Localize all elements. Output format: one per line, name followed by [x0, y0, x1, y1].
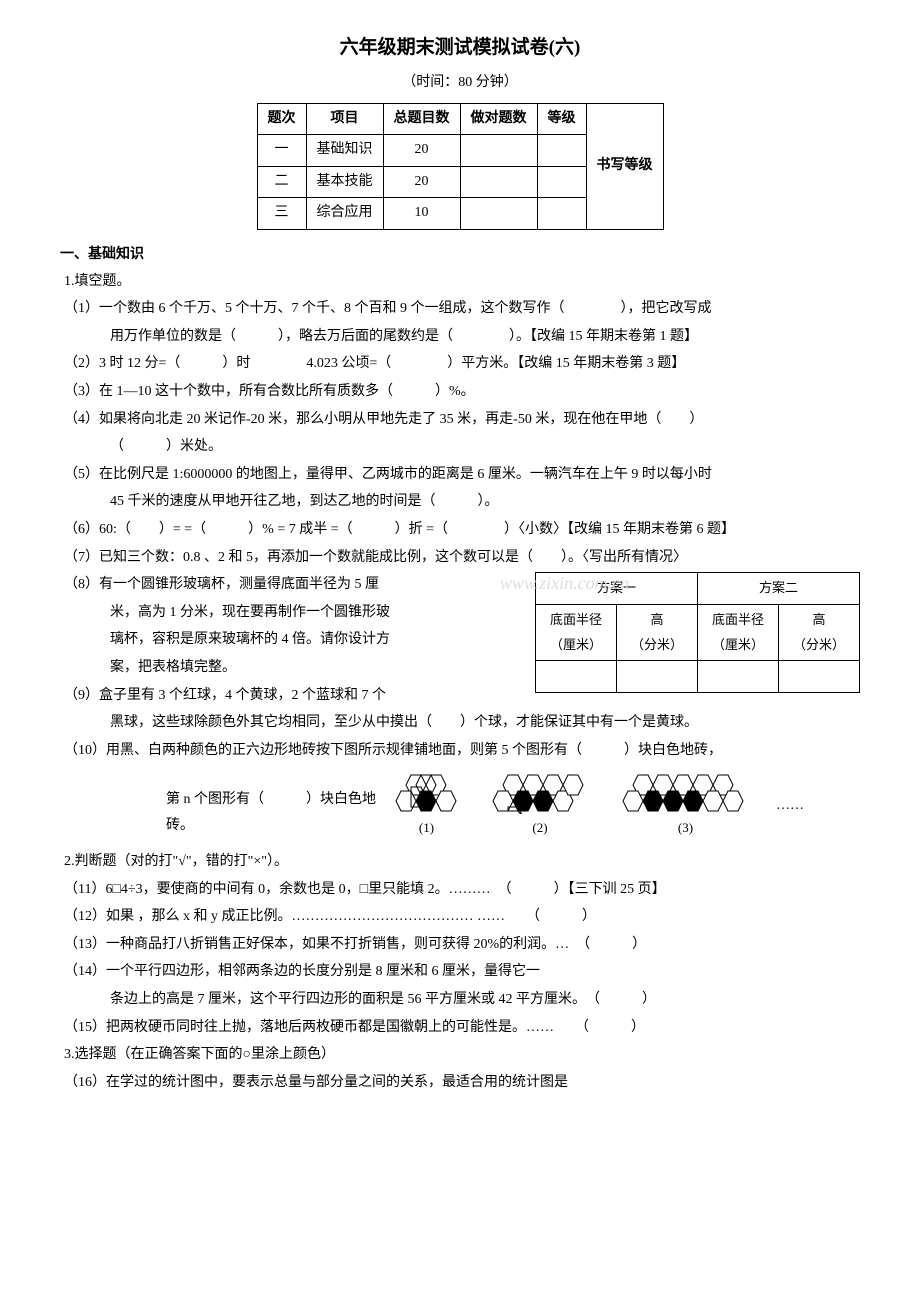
q2-14a: （14）一个平行四边形，相邻两条边的长度分别是 8 厘米和 6 厘米，量得它一	[60, 959, 860, 986]
cell	[460, 135, 537, 167]
q1-8b: 米，高为 1 分米，现在要再制作一个圆锥形玻	[60, 600, 410, 627]
th-grade: 等级	[537, 103, 586, 135]
hex-label-2: (2)	[492, 816, 588, 841]
section-1-header: 一、基础知识	[60, 242, 860, 269]
blank-cell	[697, 661, 778, 693]
q1-10b: 第 n 个图形有（ ）块白色地砖。	[116, 787, 376, 840]
q1-7: （7）已知三个数：0.8 、2 和 5，再添加一个数就能成比例，这个数可以是（ …	[60, 545, 860, 572]
q3-label: 3.选择题（在正确答案下面的○里涂上颜色）	[60, 1042, 860, 1069]
cell: 20	[383, 135, 460, 167]
cell	[537, 198, 586, 230]
plan1-header: 方案一	[535, 573, 697, 605]
cell	[537, 135, 586, 167]
col-radius: 底面半径（厘米）	[535, 604, 616, 660]
hex-group-3: (3)	[622, 772, 750, 841]
cell: 基本技能	[306, 166, 383, 198]
cell: 一	[257, 135, 306, 167]
q2-15: （15）把两枚硬币同时往上抛，落地后两枚硬币都是国徽朝上的可能性是。…… （ ）	[60, 1015, 860, 1042]
q1-2: （2）3 时 12 分=（ ）时 4.023 公顷=（ ）平方米。【改编 15 …	[60, 351, 860, 378]
th-writing-grade: 书写等级	[586, 103, 663, 229]
q1-6: （6）60:（ ）= =（ ）% = 7 成半 =（ ）折 =（ ）〈小数〉【改…	[60, 517, 860, 544]
hex-group-2: (2)	[492, 772, 588, 841]
plan-table: 方案一 方案二 底面半径（厘米） 高（分米） 底面半径（厘米） 高（分米）	[535, 572, 860, 693]
q1-5a: （5）在比例尺是 1:6000000 的地图上，量得甲、乙两城市的距离是 6 厘…	[60, 462, 860, 489]
hex-label-3: (3)	[622, 816, 750, 841]
col-height: 高（分米）	[616, 604, 697, 660]
th-total: 总题目数	[383, 103, 460, 135]
q1-9a: （9）盒子里有 3 个红球，4 个黄球，2 个蓝球和 7 个	[60, 683, 410, 710]
cell	[537, 166, 586, 198]
hexagon-pattern: 第 n 个图形有（ ）块白色地砖。 (1)	[60, 772, 860, 841]
plan2-header: 方案二	[697, 573, 859, 605]
q1-8c: 璃杯，容积是原来玻璃杯的 4 倍。请你设计方	[60, 627, 410, 654]
q1-1b: 用万作单位的数是（ ），略去万后面的尾数约是（ ）。【改编 15 年期末卷第 1…	[60, 324, 860, 351]
th-project: 项目	[306, 103, 383, 135]
th-item: 题次	[257, 103, 306, 135]
q1-8a: （8）有一个圆锥形玻璃杯，测量得底面半径为 5 厘	[60, 572, 410, 599]
q1-5b: 45 千米的速度从甲地开往乙地，到达乙地的时间是（ ）。	[60, 489, 860, 516]
hex-label-1: (1)	[395, 816, 459, 841]
col-radius2: 底面半径（厘米）	[697, 604, 778, 660]
blank-cell	[778, 661, 859, 693]
summary-table: 题次 项目 总题目数 做对题数 等级 书写等级 一 基础知识 20 二 基本技能…	[257, 103, 664, 230]
hex-group-1: (1)	[395, 772, 459, 841]
cell: 二	[257, 166, 306, 198]
q2-14b: 条边上的高是 7 厘米，这个平行四边形的面积是 56 平方厘米或 42 平方厘米…	[60, 987, 860, 1014]
cell: 基础知识	[306, 135, 383, 167]
q1-10a: （10）用黑、白两种颜色的正六边形地砖按下图所示规律铺地面，则第 5 个图形有（…	[60, 738, 860, 765]
hex-dots: ……	[776, 793, 804, 820]
cell	[460, 166, 537, 198]
q2-11: （11）6□4÷3，要使商的中间有 0，余数也是 0，□里只能填 2。……… （…	[60, 877, 860, 904]
q3-16: （16）在学过的统计图中，要表示总量与部分量之间的关系，最适合用的统计图是	[60, 1070, 860, 1097]
q2-12: （12）如果 ，那么 x 和 y 成正比例。………………………………… …… （…	[60, 904, 860, 931]
q2-13: （13）一种商品打八折销售正好保本，如果不打折销售，则可获得 20%的利润。… …	[60, 932, 860, 959]
cell: 10	[383, 198, 460, 230]
cell: 综合应用	[306, 198, 383, 230]
q1-4b: （ ）米处。	[60, 434, 860, 461]
col-height2: 高（分米）	[778, 604, 859, 660]
q2-label: 2.判断题（对的打"√"，错的打"×"）。	[60, 849, 860, 876]
q1-label: 1.填空题。	[60, 269, 860, 296]
q1-9b: 黑球，这些球除颜色外其它均相同，至少从中摸出（ ）个球，才能保证其中有一个是黄球…	[60, 710, 860, 737]
cell: 三	[257, 198, 306, 230]
page-title: 六年级期末测试模拟试卷(六)	[60, 30, 860, 66]
cell	[460, 198, 537, 230]
q1-4a: （4）如果将向北走 20 米记作-20 米，那么小明从甲地先走了 35 米，再走…	[60, 407, 860, 434]
cell: 20	[383, 166, 460, 198]
blank-cell	[616, 661, 697, 693]
q1-8d: 案，把表格填完整。	[60, 655, 410, 682]
q1-3: （3）在 1—10 这十个数中，所有合数比所有质数多（ ）%。	[60, 379, 860, 406]
q1-1a: （1）一个数由 6 个千万、5 个十万、7 个千、8 个百和 9 个一组成，这个…	[60, 296, 860, 323]
th-correct: 做对题数	[460, 103, 537, 135]
blank-cell	[535, 661, 616, 693]
page-subtitle: （时间：80 分钟）	[60, 70, 860, 97]
